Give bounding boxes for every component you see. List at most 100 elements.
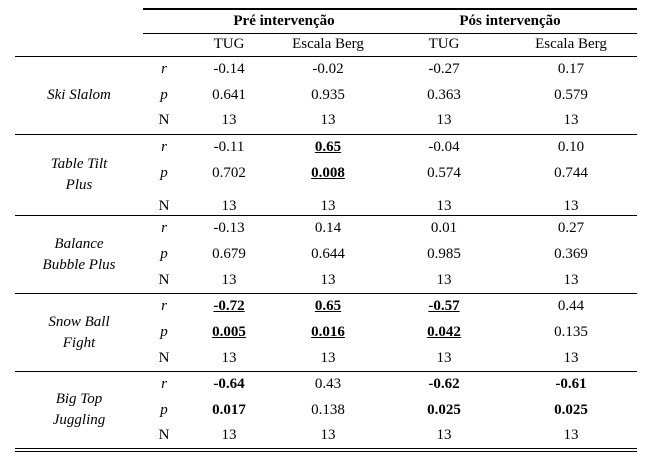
- value-cell: -0.14: [213, 60, 245, 77]
- stat-label-p: p: [160, 402, 168, 418]
- column-header-row: TUG Escala Berg TUG Escala Berg: [15, 33, 638, 57]
- col-header-tug-pos: TUG: [383, 33, 505, 57]
- value-cell: 13: [273, 108, 383, 135]
- value-cell: 0.579: [554, 86, 588, 103]
- empty-cell: [15, 33, 143, 57]
- value-cell: 0.14: [314, 220, 342, 237]
- value-cell: 13: [273, 345, 383, 372]
- value-cell: 0.369: [554, 246, 588, 262]
- value-cell: 13: [505, 345, 638, 372]
- value-cell: 0.01: [430, 220, 458, 237]
- value-cell: 0.363: [427, 86, 461, 103]
- table-row: Table Tilt Plus r -0.11 0.65 -0.04 0.10: [15, 134, 637, 216]
- value-cell: 13: [273, 267, 383, 294]
- value-cell: 0.27: [557, 220, 585, 237]
- stat-label-r: r: [161, 60, 167, 77]
- empty-stat-header-cell: [143, 8, 185, 34]
- value-cell: -0.11: [213, 138, 245, 155]
- value-cell: 13: [383, 267, 505, 294]
- game-name-snow-ball-fight: Snow Ball Fight: [15, 293, 143, 372]
- value-cell: 13: [185, 186, 273, 216]
- table-row: Snow Ball Fight r -0.72 0.65 -0.57 0.44: [15, 293, 637, 372]
- value-cell: 13: [185, 108, 273, 135]
- value-cell: 0.025: [554, 402, 588, 418]
- table-row: N 13 13 13 13: [15, 423, 638, 452]
- table-row: N 13 13 13 13: [15, 345, 638, 372]
- value-cell: 0.10: [557, 138, 585, 155]
- value-cell: -0.57: [428, 298, 460, 315]
- stat-label-p: p: [160, 86, 168, 103]
- value-cell: 0.679: [212, 246, 246, 262]
- value-cell: 0.985: [427, 246, 461, 262]
- table-row: N 13 13 13 13: [15, 186, 638, 216]
- value-cell: -0.27: [428, 60, 460, 77]
- table-row: p 0.641 0.935 0.363 0.579: [15, 82, 637, 108]
- group-header-row: Pré intervenção Pós intervenção: [15, 8, 638, 34]
- table-row: Ski Slalom r -0.14 -0.02 -0.27 0.17: [15, 56, 637, 135]
- value-cell: 0.641: [212, 86, 246, 103]
- value-cell: 13: [185, 345, 273, 372]
- value-cell: 0.008: [311, 164, 345, 181]
- value-cell: 0.17: [557, 60, 585, 77]
- correlation-table: Pré intervenção Pós intervenção TUG Esca…: [15, 8, 638, 452]
- stat-label-p: p: [160, 324, 168, 340]
- stat-label-n: N: [143, 108, 185, 135]
- value-cell: 13: [383, 108, 505, 135]
- value-cell: 13: [383, 345, 505, 372]
- value-cell: 13: [383, 186, 505, 216]
- table-row: p 0.017 0.138 0.025 0.025: [15, 398, 637, 424]
- col-header-tug-pre: TUG: [185, 33, 273, 57]
- stat-label-n: N: [143, 186, 185, 216]
- table-row: Big Top Juggling r -0.64 0.43 -0.62 -0.6…: [15, 371, 637, 452]
- stat-label-r: r: [161, 298, 167, 315]
- value-cell: 0.138: [311, 402, 345, 418]
- value-cell: -0.02: [312, 60, 344, 77]
- value-cell: 0.644: [311, 246, 345, 262]
- header-pre-intervencao: Pré intervenção: [185, 8, 383, 34]
- value-cell: -0.72: [213, 298, 245, 315]
- game-name-big-top-juggling: Big Top Juggling: [15, 371, 143, 452]
- empty-cell: [143, 33, 185, 57]
- value-cell: 0.65: [314, 138, 342, 155]
- value-cell: 13: [185, 423, 273, 452]
- table-row: p 0.005 0.016 0.042 0.135: [15, 320, 637, 346]
- stat-label-p: p: [160, 164, 168, 181]
- value-cell: 0.935: [311, 86, 345, 103]
- game-name-balance-bubble-plus: Balance Bubble Plus: [15, 215, 143, 294]
- value-cell: -0.61: [555, 376, 587, 393]
- game-name-table-tilt-plus: Table Tilt Plus: [15, 134, 143, 216]
- table-row: Balance Bubble Plus r -0.13 0.14 0.01 0.…: [15, 215, 637, 294]
- value-cell: 0.65: [314, 298, 342, 315]
- col-header-escala-berg-pre: Escala Berg: [273, 33, 383, 57]
- value-cell: 0.017: [212, 402, 246, 418]
- value-cell: -0.04: [428, 138, 460, 155]
- value-cell: 0.005: [212, 324, 246, 340]
- stat-label-n: N: [143, 267, 185, 294]
- value-cell: 13: [505, 423, 638, 452]
- value-cell: 0.025: [427, 402, 461, 418]
- value-cell: 0.43: [314, 376, 342, 393]
- value-cell: 0.44: [557, 298, 585, 315]
- document-page: Pré intervenção Pós intervenção TUG Esca…: [15, 8, 638, 452]
- value-cell: 13: [273, 186, 383, 216]
- stat-label-r: r: [161, 138, 167, 155]
- value-cell: 0.042: [427, 324, 461, 340]
- stat-label-n: N: [143, 423, 185, 452]
- value-cell: 0.574: [427, 164, 461, 181]
- stat-label-p: p: [160, 246, 168, 262]
- col-header-escala-berg-pos: Escala Berg: [505, 33, 638, 57]
- value-cell: 13: [505, 267, 638, 294]
- value-cell: 0.016: [311, 324, 345, 340]
- stat-label-r: r: [161, 220, 167, 237]
- table-row: N 13 13 13 13: [15, 267, 638, 294]
- empty-corner-cell: [15, 9, 143, 33]
- table-row: p 0.702 0.008 0.574 0.744: [15, 160, 637, 186]
- value-cell: 13: [273, 423, 383, 452]
- value-cell: 0.702: [212, 164, 246, 181]
- header-pos-intervencao: Pós intervenção: [383, 8, 638, 34]
- value-cell: 13: [505, 186, 638, 216]
- value-cell: 0.744: [554, 164, 588, 181]
- value-cell: -0.62: [428, 376, 460, 393]
- game-name-ski-slalom: Ski Slalom: [15, 56, 143, 135]
- stat-label-n: N: [143, 345, 185, 372]
